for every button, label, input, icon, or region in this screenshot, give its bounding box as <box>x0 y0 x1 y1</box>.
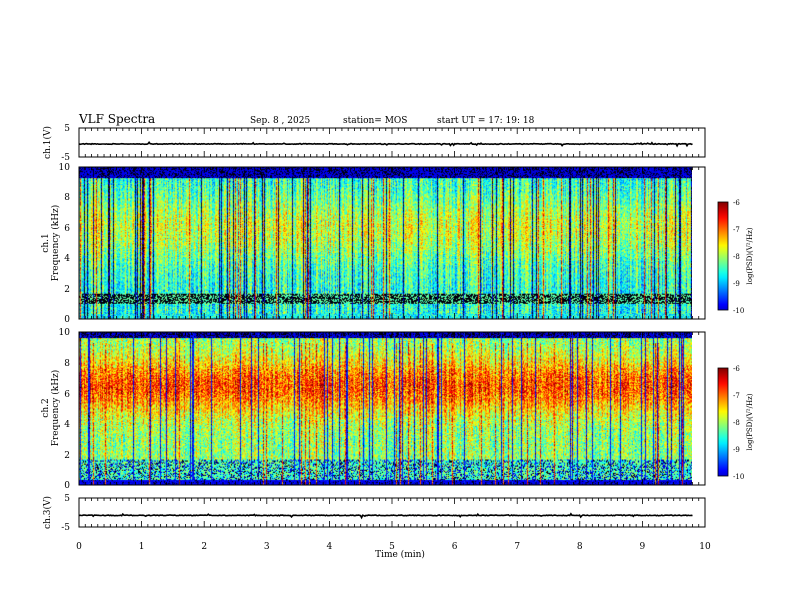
ch1-ytick-top: 5 <box>64 124 70 134</box>
ch3-ytick-top: 5 <box>64 494 70 504</box>
ch2-ftick-0: 0 <box>64 481 70 491</box>
ch2-frequency-tick-labels: 0 2 4 6 8 10 <box>59 328 71 491</box>
ch1-colorbar <box>717 201 729 311</box>
ch1-cbtick-m7: -7 <box>733 226 740 234</box>
time-tick-label: 9 <box>640 542 646 552</box>
ch3-voltage-panel: 5 -5 ch.3(V) <box>42 494 706 533</box>
ch1-cbtick-m10: -10 <box>733 307 744 315</box>
ch2-channel-label: ch.2 <box>41 398 51 417</box>
ch1-spectrogram-image <box>79 167 692 319</box>
ch1-ftick-4: 4 <box>64 254 70 264</box>
figure-title: VLF Spectra <box>78 112 155 126</box>
time-tick-label: 6 <box>452 542 458 552</box>
ch2-colorbar-ticks: -6 -7 -8 -9 -10 <box>733 365 744 481</box>
ch2-spectrogram-panel: 0 2 4 6 8 10 ch.2 Frequency (kHz) -6 -7 … <box>41 328 754 491</box>
ch1-spectrogram-ticks <box>78 167 706 319</box>
ch2-ftick-10: 10 <box>59 328 71 338</box>
ch1-ftick-0: 0 <box>64 315 70 325</box>
ch2-spectrogram-image <box>79 332 692 485</box>
ch1-channel-label: ch.1 <box>41 233 51 252</box>
ch2-frequency-ylabel: Frequency (kHz) <box>50 370 61 447</box>
ch1-colorbar-label: log(PSD)(V²/Hz) <box>746 227 754 284</box>
ch1-voltage-ticks <box>78 128 706 157</box>
time-tick-label: 4 <box>327 542 333 552</box>
ch3-voltage-ylabel: ch.3(V) <box>42 496 53 529</box>
ch2-colorbar-label: log(PSD)(V²/Hz) <box>746 393 754 450</box>
ch2-colorbar <box>717 367 729 477</box>
ch1-spectrogram-panel: 0 2 4 6 8 10 ch.1 Frequency (kHz) -6 -7 … <box>41 163 754 325</box>
ch2-cbtick-m8: -8 <box>733 419 740 427</box>
ch1-ftick-2: 2 <box>64 285 70 295</box>
ch1-ftick-6: 6 <box>64 224 70 234</box>
ch2-cbtick-m9: -9 <box>733 446 740 454</box>
time-tick-label: 7 <box>514 542 520 552</box>
time-tick-label: 1 <box>139 542 145 552</box>
ch1-frequency-ylabel: Frequency (kHz) <box>50 205 61 282</box>
time-tick-label: 3 <box>264 542 270 552</box>
ch3-voltage-trace <box>78 512 693 520</box>
ch2-ftick-8: 8 <box>64 359 70 369</box>
ch1-voltage-panel: 5 -5 ch.1(V) <box>42 124 706 163</box>
ch1-frequency-tick-labels: 0 2 4 6 8 10 <box>59 163 71 325</box>
start-time-label: start UT = 17: 19: 18 <box>437 116 535 126</box>
ch1-ftick-10: 10 <box>59 163 71 173</box>
ch1-cbtick-m6: -6 <box>733 199 740 207</box>
ch2-cbtick-m10: -10 <box>733 473 744 481</box>
time-tick-label: 2 <box>201 542 207 552</box>
time-tick-label: 10 <box>699 542 711 552</box>
station-label: station= MOS <box>343 116 407 126</box>
ch3-voltage-ticks <box>78 498 706 527</box>
ch2-ftick-6: 6 <box>64 390 70 400</box>
ch1-ytick-bottom: -5 <box>61 153 70 163</box>
ch1-voltage-ylabel: ch.1(V) <box>42 126 53 159</box>
date-label: Sep. 8 , 2025 <box>250 116 310 126</box>
ch1-ftick-8: 8 <box>64 193 70 203</box>
time-axis-label: Time (min) <box>375 549 425 560</box>
ch2-ftick-2: 2 <box>64 451 70 461</box>
ch2-cbtick-m6: -6 <box>733 365 740 373</box>
time-tick-label: 8 <box>577 542 583 552</box>
ch1-voltage-trace <box>78 141 693 148</box>
ch1-colorbar-ticks: -6 -7 -8 -9 -10 <box>733 199 744 315</box>
ch2-spectrogram-ticks <box>78 332 706 485</box>
time-tick-label: 0 <box>76 542 82 552</box>
ch3-ytick-bottom: -5 <box>61 523 70 533</box>
ch1-cbtick-m8: -8 <box>733 253 740 261</box>
time-axis: 0 1 2 3 4 5 6 7 8 9 10 <box>76 542 711 552</box>
ch2-cbtick-m7: -7 <box>733 392 740 400</box>
ch2-ftick-4: 4 <box>64 420 70 430</box>
time-tick-label: 5 <box>389 542 395 552</box>
ch1-cbtick-m9: -9 <box>733 280 740 288</box>
